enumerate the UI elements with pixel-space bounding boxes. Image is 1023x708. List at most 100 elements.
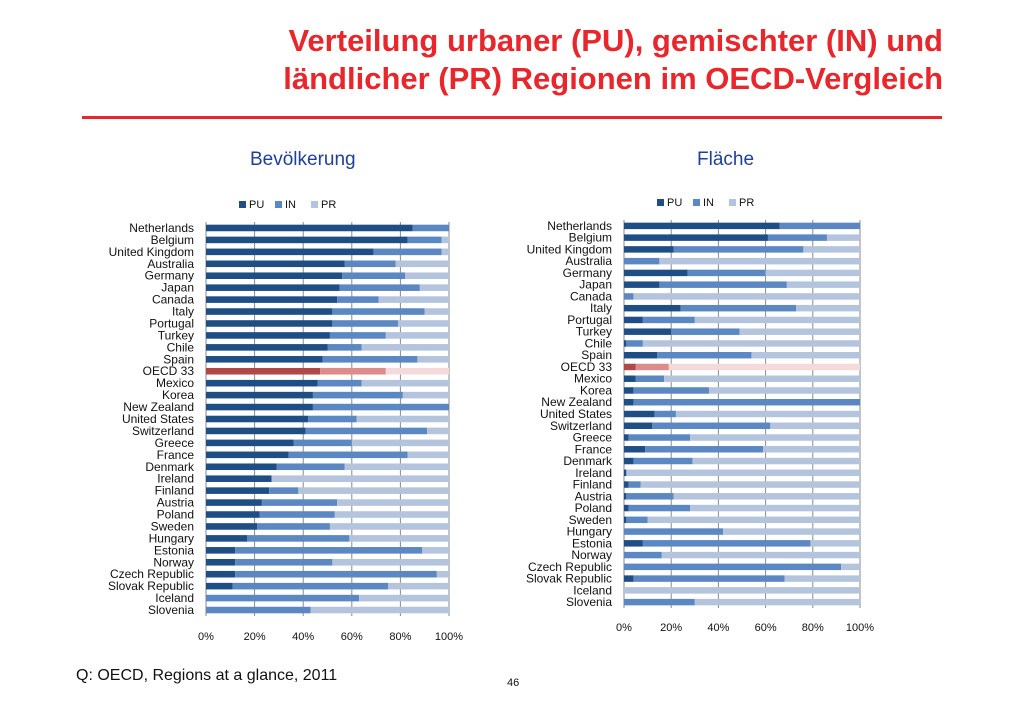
bar-in	[626, 516, 648, 524]
bar-in	[373, 248, 442, 256]
legend-label: PR	[321, 199, 336, 211]
bar-pu	[206, 248, 374, 256]
bar-in	[659, 281, 787, 288]
bar-pr	[385, 332, 449, 339]
x-tick-label: 20%	[244, 631, 266, 643]
category-label: Ireland	[157, 472, 194, 486]
bar-pr	[361, 379, 449, 387]
category-label: Greece	[155, 436, 195, 450]
category-label: Slovenia	[148, 603, 194, 617]
bar-in	[633, 575, 785, 582]
bar-pu	[206, 523, 258, 530]
bar-pr	[395, 260, 449, 268]
bar-pr	[694, 316, 860, 324]
category-label: Netherlands	[547, 219, 612, 233]
bar-pu	[624, 446, 646, 453]
bar-pr	[271, 475, 449, 482]
bar-pr	[436, 570, 449, 578]
x-tick-label: 60%	[341, 631, 363, 643]
bar-in	[235, 547, 423, 554]
bar-pr	[723, 528, 860, 535]
source-note: Q: OECD, Regions at a glance, 2011	[76, 667, 338, 684]
category-label: Netherlands	[129, 221, 194, 235]
page-number: 46	[507, 677, 520, 689]
bar-pr	[647, 516, 860, 524]
bar-pr	[310, 606, 449, 614]
chart-title-population: Bevölkerung	[250, 149, 356, 170]
bar-pu	[624, 399, 634, 406]
bar-pu	[206, 284, 340, 291]
bar-pr	[661, 551, 860, 559]
bar-pr	[659, 257, 860, 265]
bar-in	[767, 234, 827, 241]
x-tick-label: 60%	[755, 622, 777, 634]
category-label: Greece	[573, 431, 613, 445]
bar-in	[624, 598, 695, 606]
bar-pu	[206, 367, 321, 375]
x-tick-label: 20%	[660, 622, 682, 634]
bar-pu	[206, 511, 260, 518]
bar-pu	[206, 415, 309, 423]
bar-pr	[402, 391, 449, 399]
bar-pu	[206, 439, 294, 447]
legend-label: PU	[667, 197, 682, 209]
bar-pr	[633, 293, 860, 300]
category-label: Switzerland	[132, 424, 194, 438]
bar-pr	[419, 284, 449, 291]
category-label: Turkey	[576, 325, 612, 339]
x-tick-label: 100%	[846, 622, 874, 634]
bar-pu	[624, 422, 653, 429]
bar-pu	[206, 344, 328, 351]
bar-in	[412, 224, 449, 232]
bar-in	[308, 415, 357, 423]
category-label: Portugal	[567, 313, 612, 327]
bar-in	[232, 582, 389, 590]
bar-in	[673, 246, 804, 253]
bar-in	[312, 403, 449, 411]
bar-pr	[441, 248, 449, 256]
bar-pr	[361, 344, 449, 351]
bar-pu	[206, 332, 330, 339]
bar-pu	[624, 269, 688, 277]
bar-pu	[206, 487, 270, 494]
bar-pu	[206, 451, 289, 459]
bar-in	[657, 351, 752, 359]
bar-pu	[624, 375, 636, 382]
x-tick-label: 0%	[198, 631, 214, 643]
bar-pr	[359, 594, 449, 602]
category-label: Japan	[579, 278, 612, 292]
bar-pr	[441, 236, 449, 244]
bar-pr	[642, 340, 860, 347]
bar-pr	[337, 499, 449, 506]
category-label: Ireland	[575, 466, 612, 480]
category-label: Slovak Republic	[526, 572, 612, 586]
bar-in	[288, 451, 408, 459]
bar-pu	[206, 463, 277, 471]
bar-in	[261, 499, 338, 506]
bar-pr	[675, 410, 860, 418]
category-label: Korea	[162, 388, 194, 402]
bar-pu	[206, 427, 306, 435]
category-label: United Kingdom	[527, 242, 612, 256]
bar-pu	[206, 547, 236, 554]
bar-pr	[298, 487, 449, 494]
category-label: Estonia	[572, 536, 612, 550]
bar-pu	[206, 272, 343, 280]
bar-in	[633, 387, 709, 394]
category-label: Estonia	[154, 543, 194, 557]
category-label: Iceland	[573, 583, 612, 597]
bar-pr	[351, 439, 449, 447]
x-tick-label: 40%	[707, 622, 729, 634]
category-label: Spain	[581, 348, 612, 362]
bar-in	[329, 332, 386, 339]
category-label: Chile	[167, 340, 195, 354]
category-label: Japan	[161, 281, 194, 295]
bar-in	[642, 316, 695, 324]
bar-pr	[417, 356, 449, 363]
bar-pr	[692, 457, 860, 465]
category-label: Belgium	[569, 231, 612, 245]
category-label: Finland	[155, 484, 194, 498]
category-label: Norway	[153, 555, 194, 569]
